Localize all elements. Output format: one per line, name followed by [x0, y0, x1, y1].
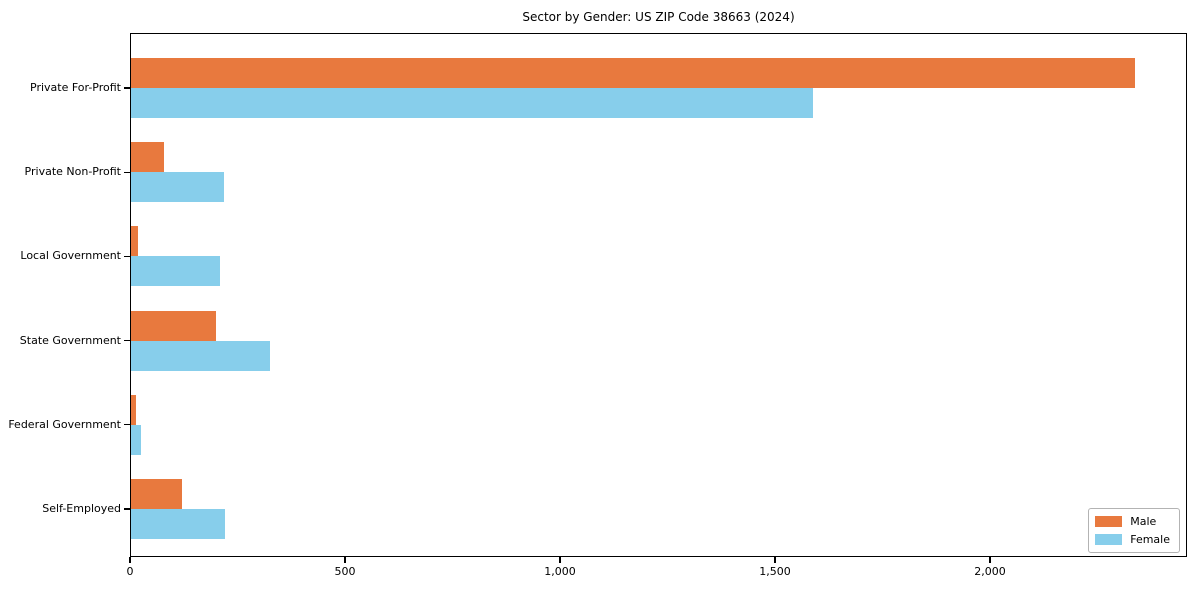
chart-title: Sector by Gender: US ZIP Code 38663 (202… [522, 10, 795, 24]
y-tick-mark [124, 87, 130, 89]
legend-item-female: Female [1095, 533, 1170, 546]
x-tick-mark [989, 557, 991, 563]
y-tick-mark [124, 424, 130, 426]
x-tick-mark [774, 557, 776, 563]
y-tick-label: State Government [19, 333, 121, 347]
bar-male-2 [130, 142, 164, 173]
legend-label-female: Female [1130, 533, 1170, 546]
y-tick-label: Local Government [20, 249, 121, 263]
legend: Male Female [1088, 508, 1180, 553]
bar-male-6 [130, 479, 182, 509]
legend-item-male: Male [1095, 515, 1170, 528]
bar-male-3 [130, 226, 139, 257]
legend-swatch-female [1095, 534, 1123, 545]
bar-male-5 [130, 394, 137, 425]
y-tick-mark [124, 339, 130, 342]
bar-female-2 [130, 172, 224, 203]
y-tick-mark [124, 255, 130, 258]
legend-swatch-male [1095, 516, 1123, 527]
bar-female-5 [130, 424, 142, 455]
bar-female-4 [130, 340, 271, 371]
y-tick-mark [124, 171, 130, 173]
bar-male-4 [130, 310, 216, 341]
x-tick-label: 2,000 [974, 565, 1006, 578]
x-tick-label: 500 [334, 565, 356, 578]
x-tick-mark [344, 557, 346, 563]
legend-label-male: Male [1130, 515, 1157, 528]
x-tick-mark [129, 557, 131, 563]
y-tick-label: Private Non-Profit [24, 165, 121, 179]
y-tick-mark [124, 508, 130, 510]
plot-area: Male Female [130, 33, 1187, 557]
y-tick-label: Private For-Profit [30, 81, 121, 94]
x-tick-label: 1,000 [544, 565, 576, 578]
bar-female-1 [130, 88, 813, 118]
x-tick-label: 0 [126, 565, 134, 578]
y-tick-label: Federal Government [8, 417, 121, 431]
bar-female-6 [130, 509, 225, 539]
x-tick-label: 1,500 [759, 565, 791, 578]
y-tick-label: Self-Employed [42, 502, 121, 515]
bar-male-1 [130, 58, 1135, 88]
bar-female-3 [130, 256, 221, 287]
x-tick-mark [559, 557, 561, 563]
